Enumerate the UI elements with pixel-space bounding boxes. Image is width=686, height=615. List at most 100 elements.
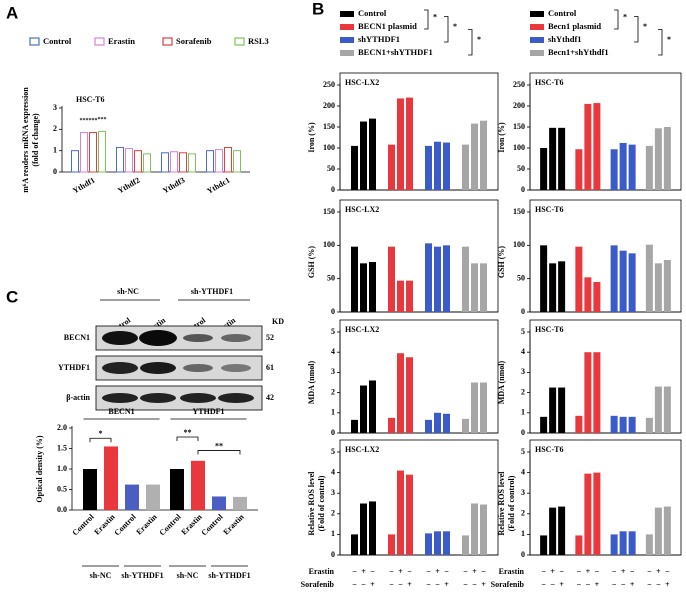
bar [663,127,671,190]
treatment-sign: − [612,567,617,576]
bar [593,103,601,190]
significance-bracket [424,9,429,30]
panel-title: HSC-T6 [535,325,563,334]
treatment-sign: − [426,567,431,576]
treatment-sign: − [559,567,564,576]
legend-swatch [234,37,245,46]
bar [388,417,395,433]
bar [540,148,548,190]
bar [224,146,232,173]
y-tick-label: 2 [53,124,57,133]
group-title: YTHDF1 [193,407,225,416]
bar [663,386,671,433]
legend-label: RSL3 [248,36,269,46]
legend-label: Control [548,8,577,18]
bar [549,387,557,433]
treatment-sign: − [444,567,449,576]
bar [575,415,583,433]
treatment-sign: − [541,580,546,589]
bar [584,352,592,433]
y-tick-label: 3 [521,488,525,497]
bar [125,148,133,173]
y-tick-label: 50 [517,164,525,173]
y-tick-label: 2 [331,387,335,396]
legend-label: Sorafenib [176,36,212,46]
legend-swatch [340,11,354,17]
y-tick-label: 1.5 [57,443,67,452]
bar [351,145,358,190]
significance: ** [215,441,223,450]
y-tick-label: 0 [331,185,335,194]
treatment-sign: − [370,567,375,576]
y-tick-label: 100 [513,143,525,152]
treatment-sign: + [550,567,555,576]
bar [425,419,432,433]
legend-swatch [340,24,354,30]
treatment-sign: − [407,567,412,576]
y-axis-label: MDA (nmol) [497,361,506,405]
bar [645,534,653,555]
y-tick-label: 100 [323,143,335,152]
band [221,334,251,342]
y-tick-label: 150 [323,122,335,131]
significance: *** [98,117,107,123]
y-tick-label: 1 [331,529,335,538]
treatment-sign: − [389,580,394,589]
treatment-sign: + [621,567,626,576]
y-tick-label: 3 [521,367,525,376]
y-tick-label: 1.0 [57,464,67,473]
bar [406,97,413,190]
treatment-label: Erastin [309,567,335,576]
protein-label: β-actin [66,393,90,402]
treatment-sign: − [647,567,652,576]
significance: * [99,429,103,438]
bar [143,153,151,173]
legend-swatch [530,11,544,17]
significance-bracket [658,29,663,56]
panel-title: HSC-T6 [76,95,104,104]
y-tick-label: 4 [521,347,525,356]
bar [471,263,478,312]
bar [134,150,142,173]
legend-label: Becn1+shYthdf1 [548,47,609,57]
treatment-sign: − [398,580,403,589]
y-tick-label: 1 [53,145,57,154]
treatment-sign: − [586,580,591,589]
band [139,330,177,346]
y-tick-label: 5 [331,447,335,456]
bar [619,250,627,312]
bar [388,246,395,312]
significance-bracket [468,29,473,56]
treatment-sign: + [444,580,449,589]
bar [558,127,566,190]
band [183,334,213,342]
bar [83,469,97,510]
subgroup-label: sh-YTHDF1 [121,571,163,580]
significance-bracket [634,16,639,43]
bar [610,245,618,312]
treatment-sign: − [595,567,600,576]
bar [360,263,367,312]
bar [89,132,97,173]
bar [388,534,395,555]
treatment-sign: − [665,567,670,576]
significance: ** [184,428,192,437]
x-tick-label: Control [158,512,184,538]
legend-label: Control [358,8,387,18]
bar [125,484,139,510]
y-tick-label: 4 [521,467,525,476]
bar [462,246,469,312]
y-tick-label: 0 [521,428,525,437]
bar [575,246,583,312]
significance-bracket [176,436,199,442]
treatment-sign: + [586,567,591,576]
western-blot: sh-NC sh-YTHDF1 Control Erastin Control … [58,287,284,411]
bar [351,246,358,312]
band [218,393,254,403]
y-tick-label: 0 [331,428,335,437]
treatment-sign: − [481,567,486,576]
blot-group: sh-YTHDF1 [191,287,233,296]
bar [146,484,160,510]
bar [480,382,487,433]
